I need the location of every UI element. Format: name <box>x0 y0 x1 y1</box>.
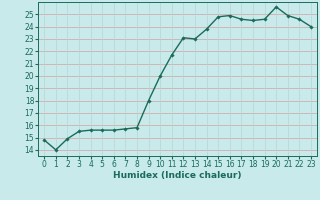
X-axis label: Humidex (Indice chaleur): Humidex (Indice chaleur) <box>113 171 242 180</box>
